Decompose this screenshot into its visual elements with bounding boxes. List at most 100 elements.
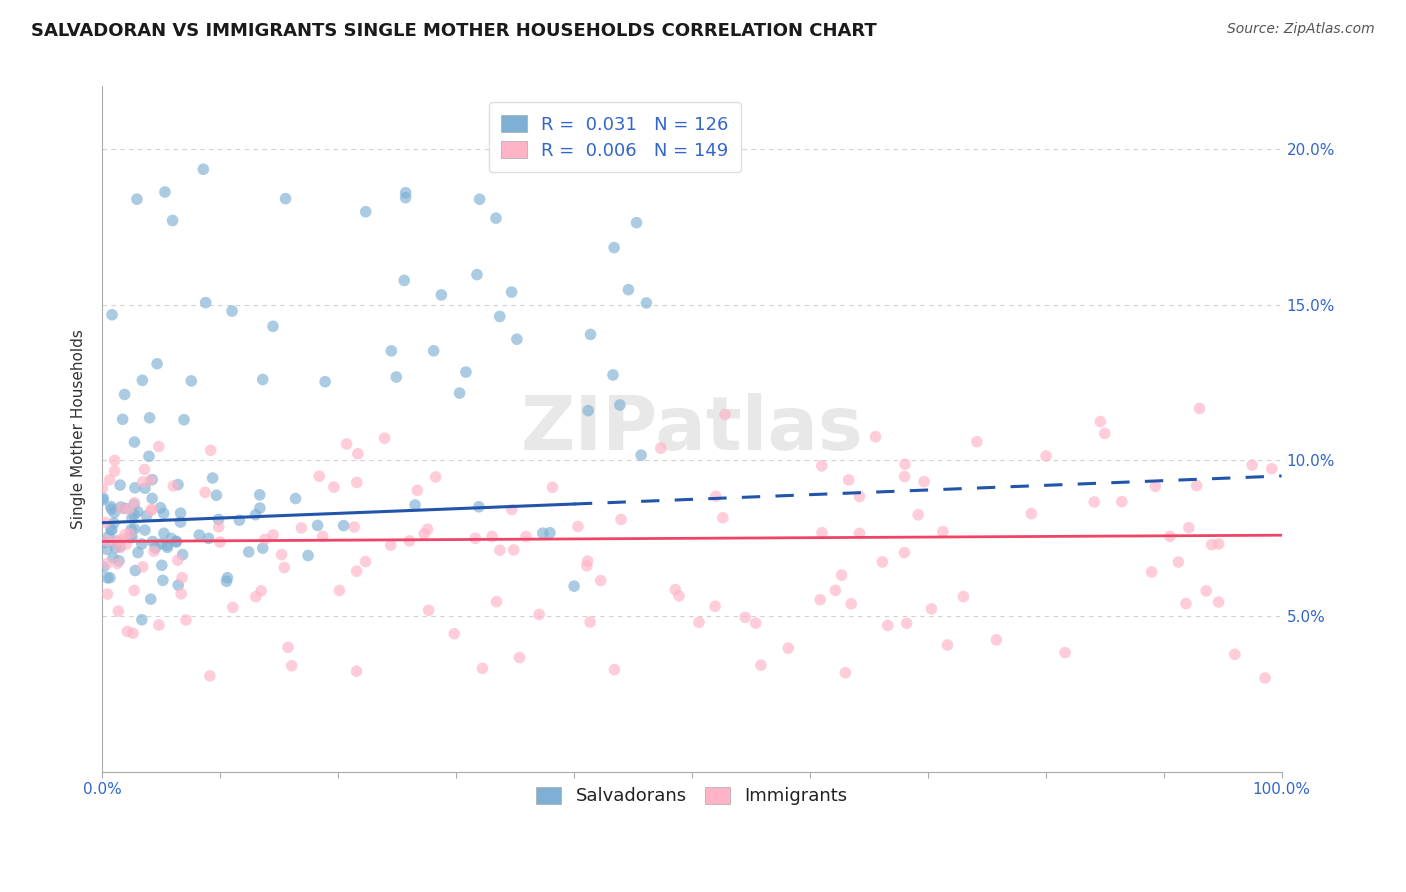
Point: [101, 308, 124, 322]
Point: [117, 624, 139, 639]
Point: [1260, 462, 1282, 476]
Point: [115, 537, 138, 551]
Point: [132, 560, 155, 574]
Point: [307, 518, 329, 533]
Point: [198, 669, 221, 683]
Point: [142, 534, 165, 549]
Point: [907, 508, 929, 522]
Point: [108, 541, 131, 555]
Point: [322, 480, 344, 494]
Point: [454, 365, 477, 379]
Point: [541, 480, 564, 494]
Point: [91, 493, 114, 508]
Point: [169, 515, 191, 529]
Point: [894, 457, 917, 471]
Point: [1021, 507, 1043, 521]
Point: [284, 491, 307, 506]
Point: [141, 502, 163, 516]
Point: [152, 574, 174, 588]
Point: [146, 357, 169, 371]
Point: [515, 529, 537, 543]
Point: [936, 638, 959, 652]
Point: [610, 512, 633, 526]
Point: [180, 374, 202, 388]
Point: [217, 571, 239, 585]
Point: [711, 511, 734, 525]
Point: [966, 434, 988, 449]
Point: [576, 554, 599, 568]
Point: [749, 658, 772, 673]
Point: [221, 304, 243, 318]
Point: [314, 375, 336, 389]
Point: [688, 615, 710, 630]
Point: [127, 545, 149, 559]
Point: [131, 537, 153, 551]
Point: [485, 211, 508, 226]
Point: [174, 613, 197, 627]
Point: [114, 501, 136, 516]
Point: [124, 564, 146, 578]
Point: [149, 500, 172, 515]
Point: [810, 458, 832, 473]
Point: [96, 587, 118, 601]
Y-axis label: Single Mother Households: Single Mother Households: [72, 329, 86, 529]
Point: [602, 368, 624, 382]
Point: [531, 526, 554, 541]
Point: [105, 534, 128, 549]
Point: [404, 498, 426, 512]
Point: [896, 616, 918, 631]
Point: [105, 534, 128, 549]
Point: [636, 296, 658, 310]
Point: [188, 528, 211, 542]
Point: [141, 491, 163, 506]
Point: [270, 548, 292, 562]
Point: [110, 501, 132, 516]
Point: [576, 403, 599, 417]
Point: [346, 447, 368, 461]
Point: [153, 526, 176, 541]
Point: [626, 216, 648, 230]
Point: [274, 192, 297, 206]
Point: [152, 507, 174, 521]
Point: [1111, 494, 1133, 508]
Point: [1053, 646, 1076, 660]
Point: [166, 553, 188, 567]
Point: [139, 592, 162, 607]
Point: [104, 541, 127, 555]
Point: [103, 506, 125, 520]
Point: [778, 641, 800, 656]
Point: [332, 518, 354, 533]
Point: [162, 213, 184, 227]
Point: [108, 540, 131, 554]
Point: [170, 571, 193, 585]
Point: [506, 332, 529, 346]
Point: [167, 477, 190, 491]
Point: [416, 522, 439, 536]
Point: [141, 503, 163, 517]
Point: [893, 469, 915, 483]
Point: [170, 587, 193, 601]
Point: [131, 613, 153, 627]
Point: [589, 574, 612, 588]
Point: [443, 626, 465, 640]
Point: [1083, 495, 1105, 509]
Point: [153, 185, 176, 199]
Point: [121, 531, 143, 545]
Point: [172, 548, 194, 562]
Point: [138, 450, 160, 464]
Point: [228, 513, 250, 527]
Point: [200, 443, 222, 458]
Point: [249, 501, 271, 516]
Point: [1241, 458, 1264, 472]
Point: [527, 607, 550, 622]
Point: [609, 398, 631, 412]
Point: [714, 408, 737, 422]
Point: [481, 529, 503, 543]
Point: [194, 295, 217, 310]
Point: [501, 285, 523, 299]
Point: [148, 440, 170, 454]
Point: [273, 560, 295, 574]
Point: [194, 485, 217, 500]
Point: [94, 516, 117, 530]
Point: [1254, 671, 1277, 685]
